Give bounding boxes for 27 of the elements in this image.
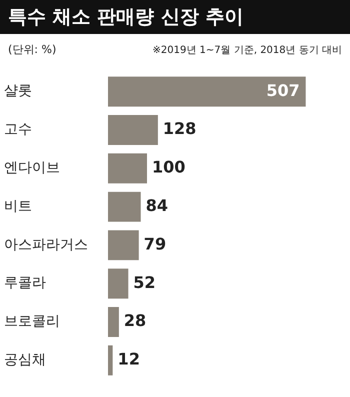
bar bbox=[108, 76, 306, 107]
data-label: 507 bbox=[266, 80, 300, 100]
bar bbox=[108, 192, 141, 222]
text: ※2019년 1~7월 기준, 2018년 동기 대비 bbox=[152, 44, 342, 57]
chart-subtitle: (단위: %) bbox=[8, 42, 56, 57]
bar bbox=[108, 307, 119, 337]
data-label: 28 bbox=[124, 311, 146, 330]
y-tick-label: 아스파라거스 bbox=[4, 236, 88, 253]
data-label: 100 bbox=[152, 158, 186, 177]
data-label: 84 bbox=[146, 196, 168, 215]
bar bbox=[108, 345, 113, 376]
data-label: 79 bbox=[144, 234, 166, 254]
chart-title: 특수 채소 판매량 신장 추이 bbox=[0, 0, 350, 34]
bar bbox=[108, 115, 158, 145]
data-label: 128 bbox=[162, 119, 196, 138]
y-tick-label: 공심채 bbox=[4, 352, 46, 368]
data-label: 52 bbox=[133, 272, 156, 292]
y-tick-label: 비트 bbox=[4, 198, 32, 214]
y-tick-label: 고수 bbox=[4, 122, 32, 138]
bar bbox=[108, 230, 139, 260]
y-tick-label: 샬롯 bbox=[4, 83, 32, 100]
y-tick-label: 브로콜리 bbox=[4, 314, 60, 330]
y-tick-label: 엔다이브 bbox=[4, 160, 60, 176]
bar bbox=[108, 268, 128, 299]
data-label: 12 bbox=[118, 350, 140, 369]
bar bbox=[108, 153, 147, 184]
y-tick-label: 루콜라 bbox=[4, 275, 46, 292]
